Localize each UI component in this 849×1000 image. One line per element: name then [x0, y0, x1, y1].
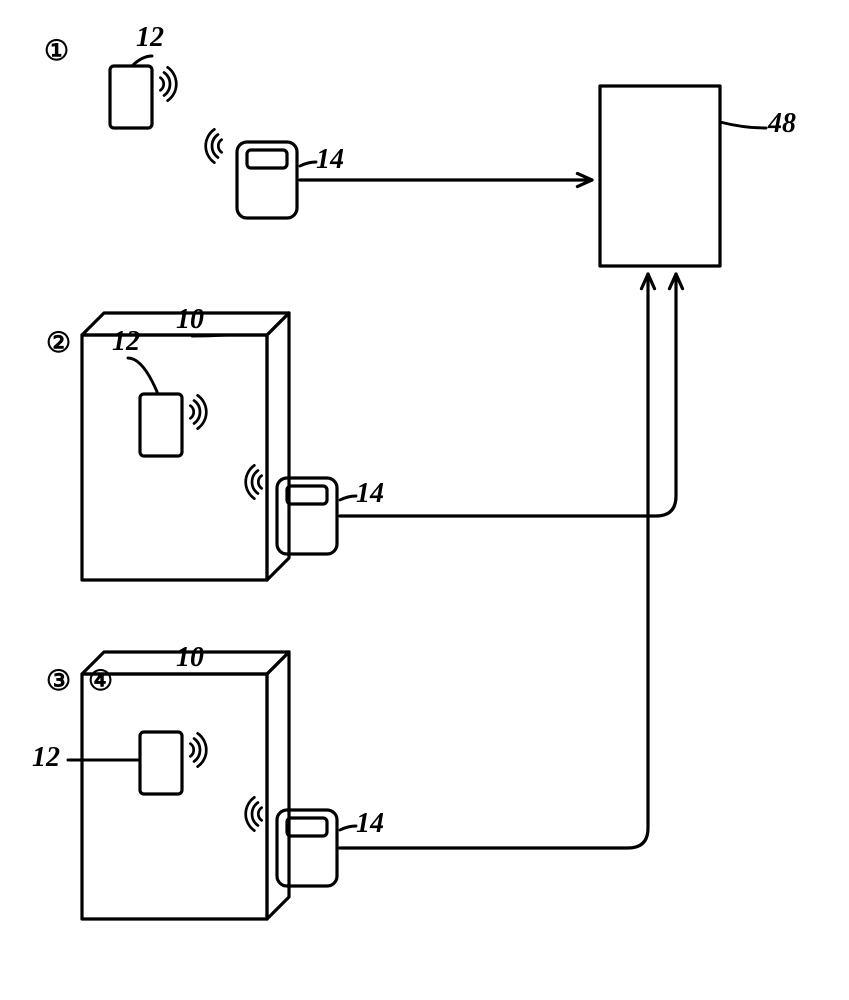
ref-12-a: 12: [136, 22, 164, 54]
diagram-page: ① ② ③ ④ 12 12 12 14 14 14 10 10 48: [0, 0, 849, 1000]
step-3-circle: ③: [46, 664, 71, 698]
ref-48: 48: [768, 108, 796, 140]
diagram-svg: [0, 0, 849, 1000]
ref-10-b: 10: [176, 642, 204, 674]
step-1-circle: ①: [44, 34, 69, 68]
ref-14-b: 14: [356, 478, 384, 510]
step-4-circle: ④: [88, 664, 113, 698]
ref-12-c: 12: [32, 742, 60, 774]
ref-10-a: 10: [176, 304, 204, 336]
ref-14-a: 14: [316, 144, 344, 176]
ref-14-c: 14: [356, 808, 384, 840]
ref-12-b: 12: [112, 326, 140, 358]
step-2-circle: ②: [46, 326, 71, 360]
